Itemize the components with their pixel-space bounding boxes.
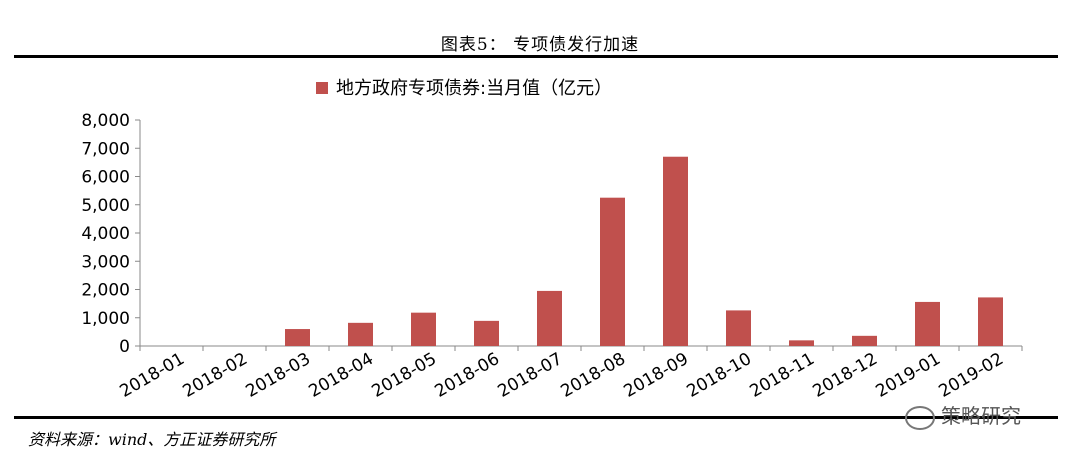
bar-2018-08: [600, 197, 625, 346]
wechat-icon: [905, 405, 935, 430]
x-axis: 2018-012018-022018-032018-042018-052018-…: [116, 345, 1023, 402]
x-tick-label: 2018-09: [620, 349, 692, 402]
figure-title: 图表5： 专项债发行加速: [440, 35, 640, 55]
source-note: 资料来源：wind、方正证券研究所: [28, 430, 276, 449]
legend: 地方政府专项债券:当月值（亿元）: [316, 78, 612, 99]
bar-2018-12: [852, 335, 877, 346]
x-tick-label: 2018-02: [179, 349, 251, 402]
x-tick-label: 2018-05: [368, 349, 440, 402]
y-tick-label: 4,000: [81, 224, 130, 244]
bar-2019-02: [978, 297, 1003, 346]
x-tick-label: 2018-04: [305, 349, 377, 402]
watermark: 策略研究: [905, 400, 1021, 430]
x-tick-label: 2018-12: [809, 349, 881, 402]
x-tick-label: 2018-07: [494, 349, 566, 402]
x-tick-label: 2019-01: [872, 349, 944, 402]
x-tick-label: 2018-10: [683, 349, 755, 402]
bar-2018-06: [474, 320, 499, 346]
watermark-text: 策略研究: [941, 404, 1021, 428]
y-tick-label: 8,000: [81, 111, 130, 131]
x-tick-label: 2019-02: [935, 349, 1007, 402]
bar-2018-03: [285, 329, 310, 346]
bar-2018-09: [663, 156, 688, 346]
y-tick-label: 5,000: [81, 196, 130, 216]
bar-2018-04: [348, 322, 373, 346]
y-axis: 0 1,000 2,000 3,000 4,000 5,000 6,000 7,000 8,00…: [81, 111, 141, 357]
x-tick-label: 2018-03: [242, 349, 314, 402]
y-tick-label: 1,000: [81, 309, 130, 329]
y-tick-label: 6,000: [81, 168, 130, 188]
x-tick-label: 2018-08: [557, 349, 629, 402]
y-tick-label: 3,000: [81, 252, 130, 272]
legend-swatch: [316, 82, 328, 94]
bar-2018-11: [789, 340, 814, 346]
x-tick-label: 2018-11: [746, 349, 818, 402]
bar-2019-01: [915, 301, 940, 346]
bar-chart: 地方政府专项债券:当月值（亿元） 0 1,000 2,000 3,000 4,000 5,…: [81, 78, 1023, 402]
bar-2018-07: [537, 290, 562, 346]
bar-2018-05: [411, 312, 436, 346]
bars: [285, 156, 1003, 346]
legend-label: 地方政府专项债券:当月值（亿元）: [336, 78, 612, 99]
x-tick-label: 2018-06: [431, 349, 503, 402]
y-tick-label: 2,000: [81, 281, 130, 301]
y-tick-label: 7,000: [81, 139, 130, 159]
y-tick-label: 0: [119, 337, 130, 357]
bottom-rule: [14, 416, 1058, 419]
top-rule: [14, 55, 1058, 58]
bar-2018-10: [726, 310, 751, 346]
